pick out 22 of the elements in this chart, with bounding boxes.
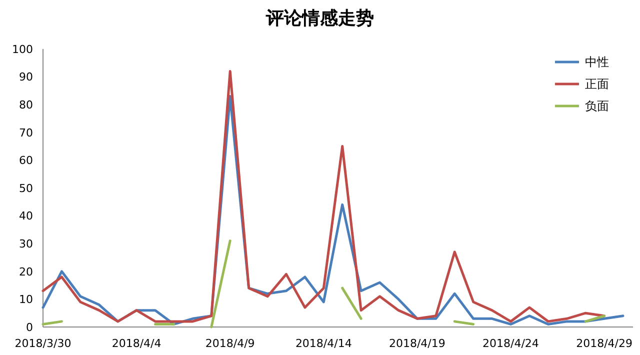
y-tick-label: 40 bbox=[19, 210, 33, 223]
y-tick-label: 20 bbox=[19, 265, 33, 278]
y-tick-label: 60 bbox=[19, 154, 33, 168]
x-tick-label: 2018/4/9 bbox=[205, 337, 255, 350]
y-tick-label: 100 bbox=[12, 42, 33, 56]
x-tick-label: 2018/4/29 bbox=[576, 337, 632, 350]
y-tick-label: 50 bbox=[19, 182, 33, 195]
x-tick-label: 2018/4/19 bbox=[388, 337, 446, 350]
legend-label: 负面 bbox=[585, 99, 609, 114]
y-tick-label: 0 bbox=[26, 320, 33, 334]
legend-label: 正面 bbox=[585, 77, 609, 92]
y-tick-label: 70 bbox=[19, 126, 33, 140]
y-tick-label: 80 bbox=[19, 98, 33, 112]
y-tick-label: 90 bbox=[19, 70, 33, 84]
x-tick-label: 2018/4/24 bbox=[482, 337, 539, 350]
y-tick-label: 30 bbox=[19, 237, 33, 250]
legend-label: 中性 bbox=[585, 55, 609, 70]
chart-title: 评论情感走势 bbox=[265, 8, 374, 29]
x-tick-label: 2018/4/4 bbox=[112, 337, 162, 350]
x-tick-label: 2018/3/30 bbox=[14, 337, 72, 350]
y-tick-label: 10 bbox=[19, 293, 33, 306]
x-tick-label: 2018/4/14 bbox=[295, 337, 352, 350]
